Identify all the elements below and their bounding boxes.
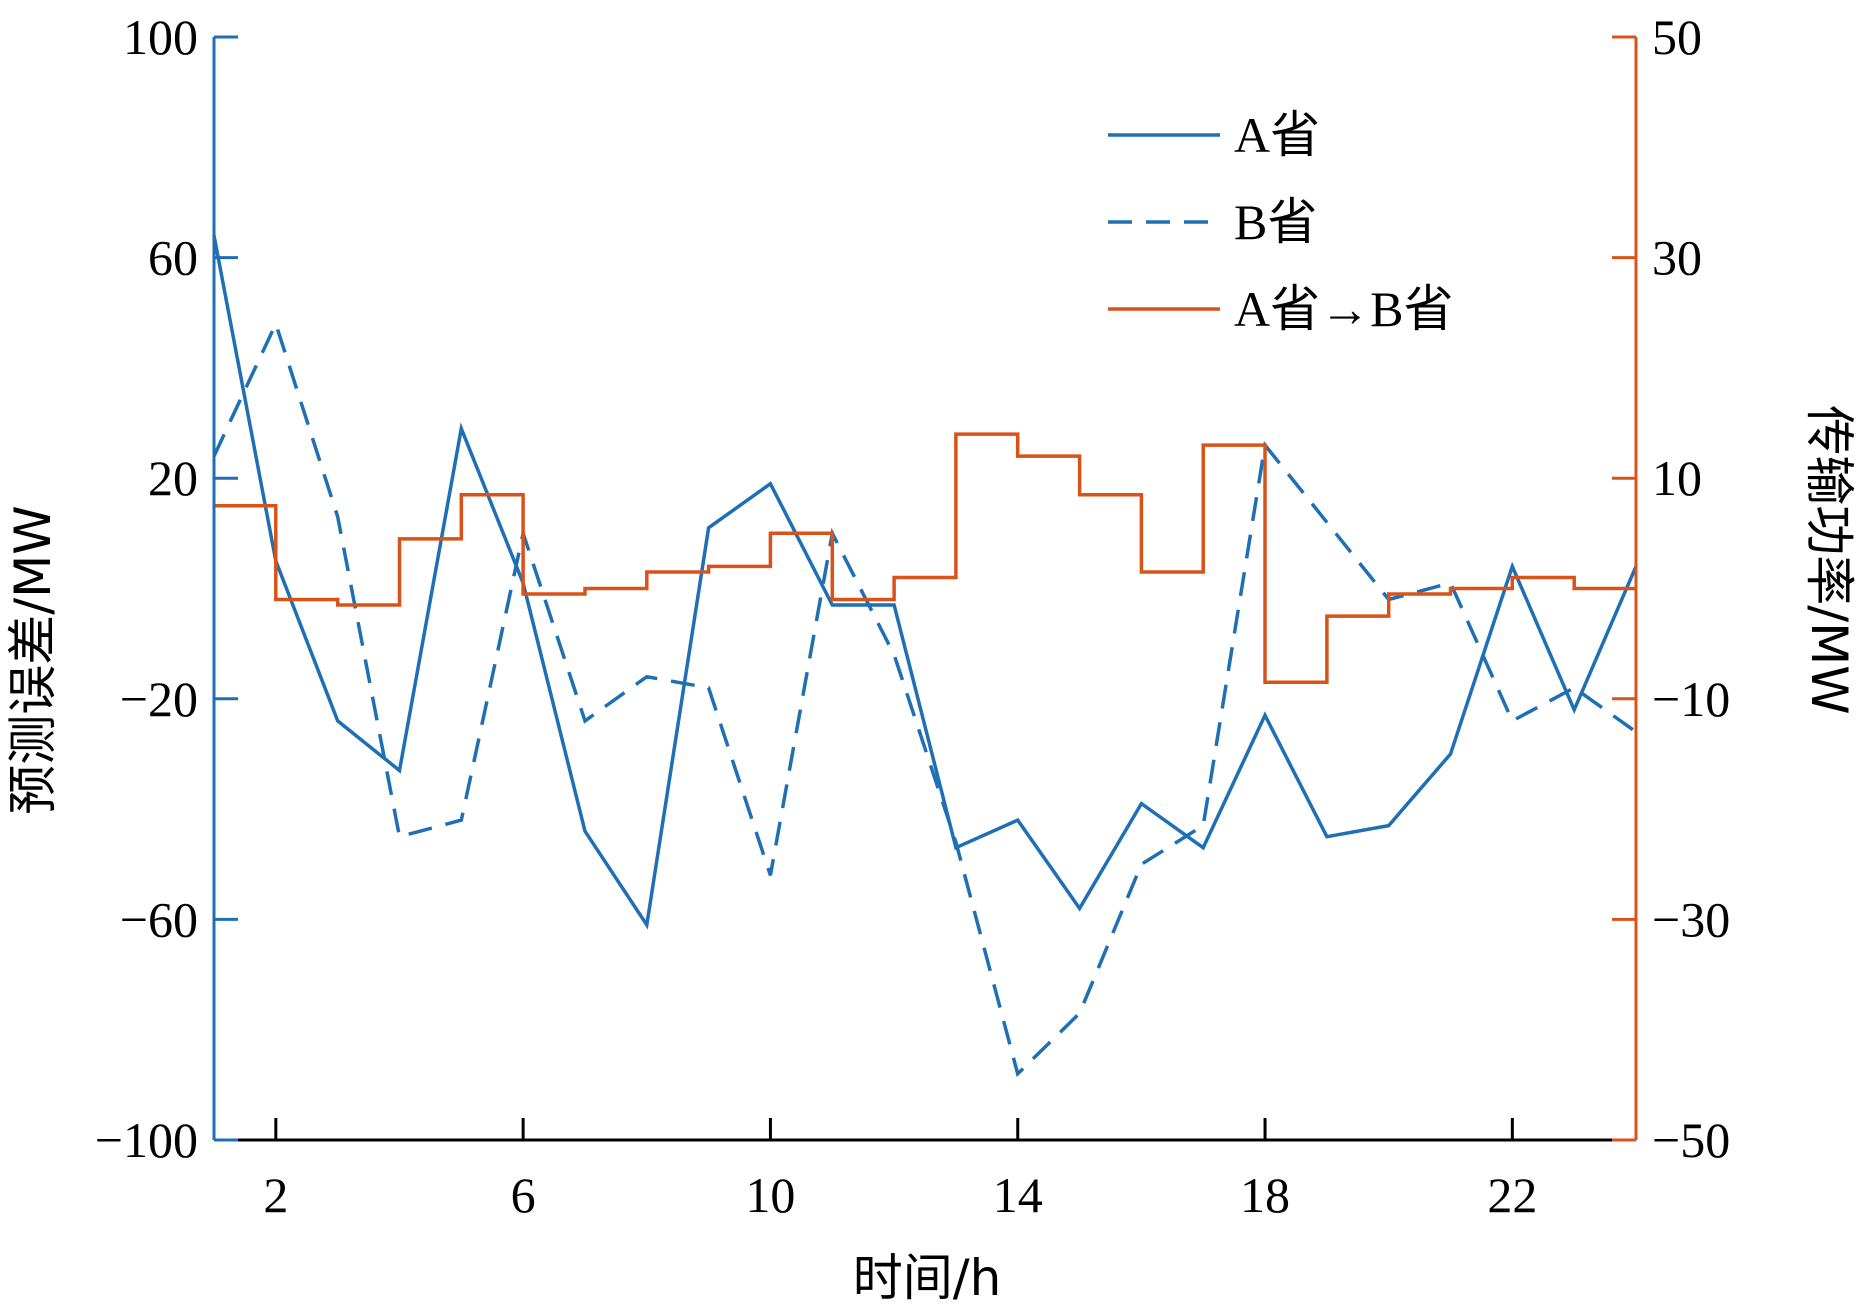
x-tick-label: 18 [1240, 1167, 1290, 1223]
y-axis-left-title: 预测误差/MW [4, 505, 62, 814]
y-right-tick-label: 50 [1652, 9, 1702, 65]
x-tick-label: 22 [1487, 1167, 1537, 1223]
y-left-tick-label: 60 [148, 230, 198, 286]
y-right-tick-label: −50 [1652, 1112, 1730, 1168]
series-line-2 [212, 319, 1638, 1078]
legend-label-3: A省→B省 [1234, 281, 1453, 337]
y-left-tick-label: 100 [123, 9, 198, 65]
legend: A省 B省 A省→B省 [1108, 107, 1453, 337]
y-left-tick-label: −20 [120, 671, 198, 727]
legend-label-2: B省 [1234, 194, 1317, 250]
legend-label-1: A省 [1234, 107, 1320, 163]
series-line-1 [212, 235, 1638, 930]
y-left-tick-label: 20 [148, 450, 198, 506]
x-axis-title: 时间/h [853, 1249, 1002, 1307]
x-tick-label: 6 [511, 1167, 536, 1223]
series-line-3 [214, 432, 1636, 685]
x-tick-label: 10 [745, 1167, 795, 1223]
y-left-tick-label: −60 [120, 891, 198, 947]
x-tick-label: 14 [993, 1167, 1043, 1223]
axes: 2 6 10 14 18 22 −100 −60 −20 20 60 100 −50 −30 −10 10 30… [95, 9, 1730, 1223]
y-axis-right-title: 传输功率/MW [1800, 405, 1858, 714]
y-right-tick-label: 10 [1652, 450, 1702, 506]
y-left-tick-label: −100 [95, 1112, 198, 1168]
y-right-tick-label: −10 [1652, 671, 1730, 727]
plot-area [212, 235, 1638, 1078]
x-tick-label: 2 [263, 1167, 288, 1223]
y-right-tick-label: −30 [1652, 891, 1730, 947]
y-right-tick-label: 30 [1652, 230, 1702, 286]
